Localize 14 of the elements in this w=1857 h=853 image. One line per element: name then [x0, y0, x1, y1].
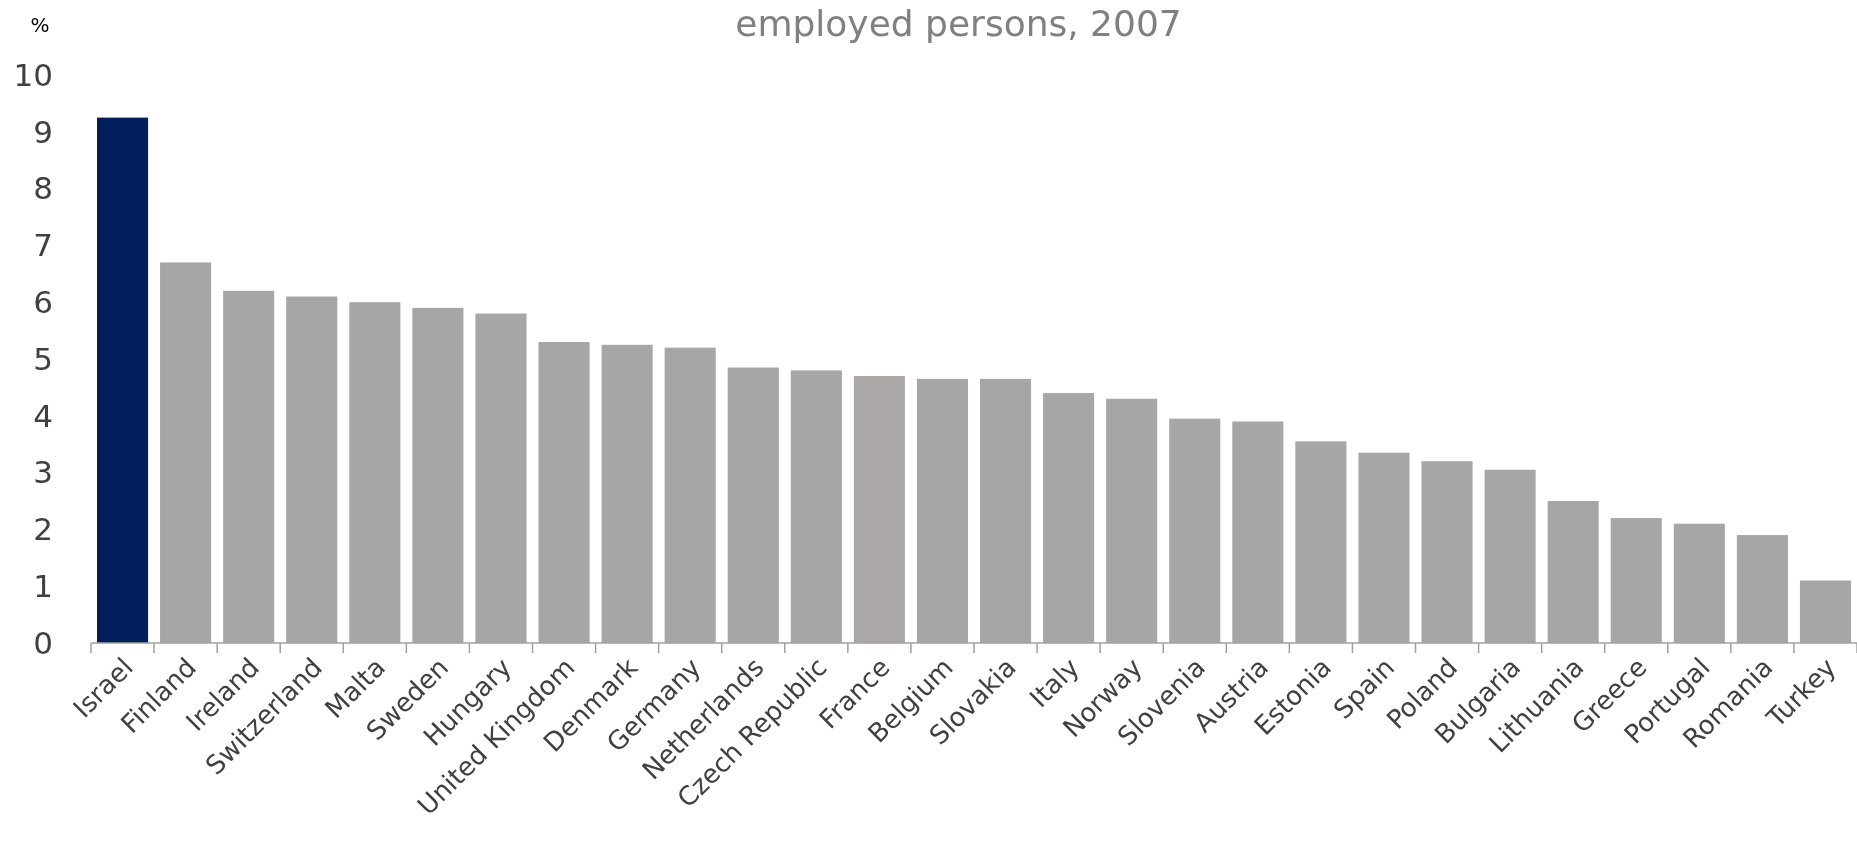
y-tick-label: 1 [33, 568, 53, 605]
y-tick-label: 8 [33, 170, 53, 207]
y-tick-label: 9 [33, 113, 53, 150]
chart-title: employed persons, 2007 [735, 3, 1182, 44]
y-tick-label: 2 [33, 511, 53, 548]
y-tick-label: 10 [13, 56, 53, 93]
bar [96, 117, 149, 643]
y-tick-label: 7 [33, 227, 53, 264]
y-tick-label: 6 [33, 284, 53, 321]
y-tick-label: 4 [33, 397, 53, 434]
y-tick-label: 3 [33, 454, 53, 491]
y-tick-label: 5 [33, 340, 53, 377]
y-axis-title: % [30, 13, 50, 37]
y-tick-label: 0 [33, 624, 53, 661]
